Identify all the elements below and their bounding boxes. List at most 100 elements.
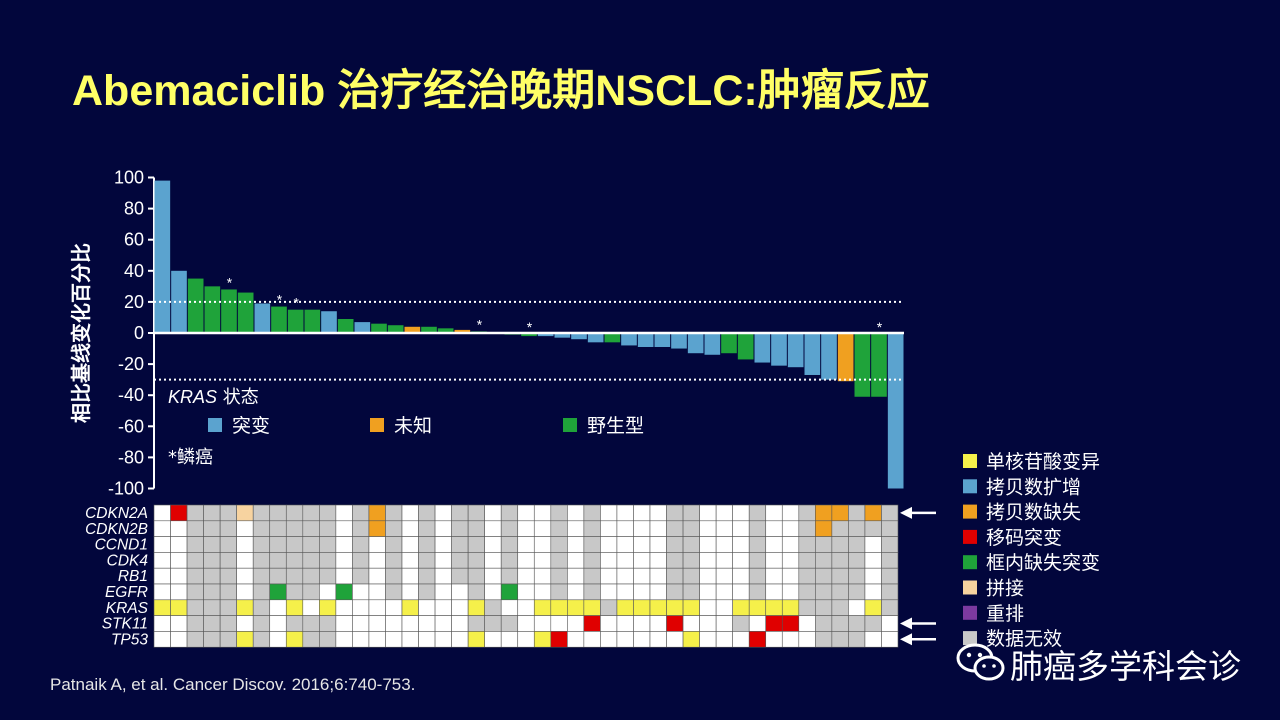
gene-grid-cell [285,552,304,569]
gene-grid-cell [319,504,337,522]
gene-grid-cell [434,583,452,601]
gene-grid-cell [765,520,783,537]
y-tick-label: -100 [108,479,144,499]
gene-grid-cell [302,504,320,522]
gene-grid-cell [831,552,849,569]
gene-grid-cell [434,631,452,648]
mutation-legend-label: 拷贝数扩增 [986,476,1081,498]
gene-grid-cell [236,583,254,601]
gene-grid-cell [203,583,221,601]
gene-arrow-head [900,633,912,646]
gene-grid-cell [666,504,684,522]
gene-grid-cell [219,536,237,553]
gene-grid-cell [401,536,419,553]
gene-grid-cell [881,536,899,553]
gene-grid-cell [203,552,221,569]
gene-label: RB1 [118,568,148,585]
gene-grid-cell [500,504,519,522]
waterfall-bar [454,329,471,333]
gene-label: KRAS [106,600,149,617]
gene-grid-cell [269,599,287,616]
mutation-legend-swatch [963,580,977,595]
gene-grid-cell [600,504,618,522]
gene-grid-cell [732,567,750,585]
waterfall-bar [387,325,404,333]
gene-grid-cell [484,599,502,616]
gene-grid-cell [352,552,370,569]
gene-grid-cell [765,536,783,553]
gene-grid-cell [319,615,337,632]
gene-grid-cell [616,583,634,601]
gene-grid-cell [600,567,618,585]
squamous-marker: * [227,274,233,290]
gene-grid-cell [682,631,700,648]
gene-grid-cell [864,599,882,616]
gene-grid-cell [748,599,767,616]
gene-grid-cell [798,504,816,522]
gene-grid-cell [848,631,866,648]
waterfall-bar [804,333,821,375]
y-tick-label: 0 [134,323,144,343]
waterfall-bar [704,333,721,355]
gene-grid-cell [831,583,849,601]
gene-grid-cell [583,552,601,569]
gene-grid-cell [848,552,866,569]
gene-grid-cell [352,631,370,648]
gene-label: CCND1 [95,537,148,554]
gene-grid-cell [153,567,171,585]
gene-grid-cell [748,615,767,632]
gene-grid-cell [500,567,519,585]
gene-grid-cell [401,631,419,648]
gene-grid-cell [600,631,618,648]
gene-grid-cell [418,567,436,585]
gene-grid-cell [368,599,386,616]
gene-grid-cell [252,631,271,648]
gene-grid-cell [864,567,882,585]
gene-grid-cell [319,583,337,601]
gene-grid-cell [319,552,337,569]
gene-grid-cell [748,631,767,648]
gene-grid-cell [186,631,204,648]
gene-grid-cell [732,615,750,632]
waterfall-bar [571,333,587,340]
gene-grid-cell [368,567,386,585]
gene-grid-cell [517,631,535,648]
gene-grid-cell [517,567,535,585]
gene-grid-cell [781,583,800,601]
gene-grid-cell [500,552,519,569]
gene-grid-cell [881,552,899,569]
gene-grid-cell [252,520,271,537]
gene-grid-cell [285,520,304,537]
gene-arrow-head [900,617,912,630]
gene-grid-cell [848,567,866,585]
y-tick-label: 100 [114,168,144,188]
gene-grid-cell [600,520,618,537]
gene-grid-cell [335,504,353,522]
gene-grid-cell [186,567,204,585]
gene-grid-cell [666,599,684,616]
gene-grid-cell [781,615,800,632]
gene-grid-cell [699,520,717,537]
gene-grid-cell [500,615,519,632]
gene-grid-cell [418,536,436,553]
gene-grid-cell [467,552,485,569]
slide-title: Abemaciclib 治疗经治晚期NSCLC:肿瘤反应 [72,67,930,115]
gene-grid-cell [649,504,667,522]
gene-label: TP53 [111,631,148,648]
gene-grid-cell [616,567,634,585]
gene-grid-cell [533,536,552,553]
gene-grid-cell [881,599,899,616]
gene-grid-cell [451,552,469,569]
gene-grid-cell [368,615,386,632]
gene-grid-cell [467,567,485,585]
gene-grid-cell [583,504,601,522]
gene-grid-cell [170,520,188,537]
waterfall-bar [321,311,337,333]
gene-grid-cell [748,583,767,601]
y-axis-label: 相比基线变化百分比 [69,243,93,423]
gene-grid-cell [633,615,651,632]
gene-grid-cell [567,615,585,632]
gene-grid-cell [583,631,601,648]
gene-grid-cell [732,583,750,601]
kras-legend-swatch [208,418,222,432]
